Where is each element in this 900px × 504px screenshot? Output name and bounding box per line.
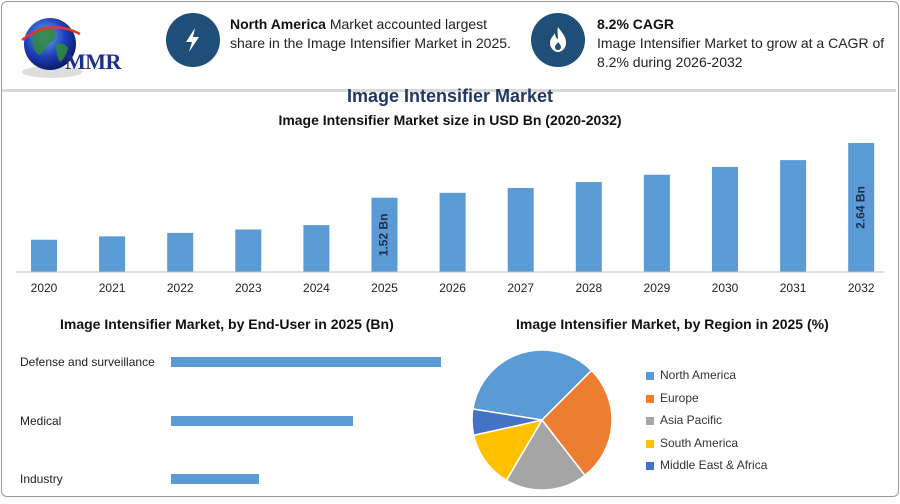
bar-2021 xyxy=(99,236,126,272)
bar-2028 xyxy=(575,182,602,272)
end-user-label-defense-and-surveillance: Defense and surveillance xyxy=(20,355,155,369)
mmr-logo-globe-icon xyxy=(21,18,82,78)
flame-icon xyxy=(550,27,566,52)
end-user-label-industry: Industry xyxy=(20,472,63,486)
bar-2025 xyxy=(371,197,398,272)
legend-label-europe: Europe xyxy=(660,390,699,405)
region-pie-chart xyxy=(471,349,613,491)
bar-2030 xyxy=(712,166,738,272)
end-user-label-medical: Medical xyxy=(20,414,62,428)
x-tick-2021: 2021 xyxy=(99,281,126,295)
bar-2020 xyxy=(31,239,57,272)
end-user-bar-defense-and-surveillance xyxy=(171,357,441,367)
x-tick-2030: 2030 xyxy=(712,281,739,295)
pie-slice-north-america xyxy=(472,349,593,421)
cagr-text: Image Intensifier Market to grow at a CA… xyxy=(597,35,885,70)
legend-swatch-north-america xyxy=(646,372,654,380)
data-label-2025: 1.52 Bn xyxy=(377,214,391,257)
pie-slice-middle-east-africa xyxy=(471,408,543,437)
x-tick-2022: 2022 xyxy=(167,281,194,295)
end-user-bar-industry xyxy=(171,474,260,484)
flame-badge xyxy=(531,13,585,67)
legend-label-south-america: South America xyxy=(660,435,739,450)
x-tick-2028: 2028 xyxy=(575,281,602,295)
cagr-info: 8.2% CAGR Image Intensifier Market to gr… xyxy=(597,15,887,72)
region-chart-title: Image Intensifier Market, by Region in 2… xyxy=(516,316,829,332)
legend-swatch-asia-pacific xyxy=(646,417,654,426)
x-tick-2027: 2027 xyxy=(507,281,534,295)
x-tick-2031: 2031 xyxy=(780,281,807,295)
x-tick-2025: 2025 xyxy=(371,281,398,295)
header-divider xyxy=(2,89,896,92)
pie-slice-south-america xyxy=(472,418,544,482)
pie-slice-asia-pacific xyxy=(505,418,586,491)
cagr-title: 8.2% CAGR xyxy=(597,16,675,32)
legend-swatch-europe xyxy=(646,394,654,403)
bar-2022 xyxy=(167,232,194,272)
legend-swatch-middle-east-africa xyxy=(646,462,654,471)
end-user-chart-title: Image Intensifier Market, by End-User in… xyxy=(60,316,394,332)
lightning-icon xyxy=(186,28,199,52)
legend-label-middle-east-africa: Middle East & Africa xyxy=(660,458,768,473)
main-chart-title: Image Intensifier Market xyxy=(346,86,554,106)
x-tick-2023: 2023 xyxy=(235,281,262,295)
x-tick-2024: 2024 xyxy=(303,281,330,295)
legend-swatch-south-america xyxy=(646,439,654,448)
x-tick-2020: 2020 xyxy=(31,281,58,295)
bar-2023 xyxy=(235,229,262,272)
north-america-bold: North America xyxy=(230,16,326,32)
legend-label-north-america: North America xyxy=(660,368,737,382)
market-size-bar-chart: 2020 2021 2022 2023 2024 2025 2026 2027 2028 2029… xyxy=(16,143,884,295)
north-america-info: North America Market accounted largest s… xyxy=(230,15,520,53)
x-tick-2032: 2032 xyxy=(848,281,875,295)
bar-2024 xyxy=(303,225,330,272)
x-tick-2026: 2026 xyxy=(439,281,466,295)
lightning-badge xyxy=(166,13,220,67)
data-label-2032: 2.64 Bn xyxy=(853,186,867,229)
bar-2029 xyxy=(643,174,670,272)
bar-2027 xyxy=(507,187,534,272)
legend-label-asia-pacific: Asia Pacific xyxy=(660,413,723,428)
end-user-bar-medical xyxy=(171,416,353,426)
logo-text: MMR xyxy=(65,49,121,74)
bar-2026 xyxy=(439,192,466,272)
main-chart-subtitle: Image Intensifier Market size in USD Bn … xyxy=(278,112,622,128)
north-america-text: Market accounted largest share in the Im… xyxy=(230,16,511,51)
x-tick-2029: 2029 xyxy=(644,281,671,295)
bar-2032 xyxy=(848,143,875,272)
bar-2031 xyxy=(780,160,807,272)
pie-slice-europe xyxy=(541,369,613,477)
